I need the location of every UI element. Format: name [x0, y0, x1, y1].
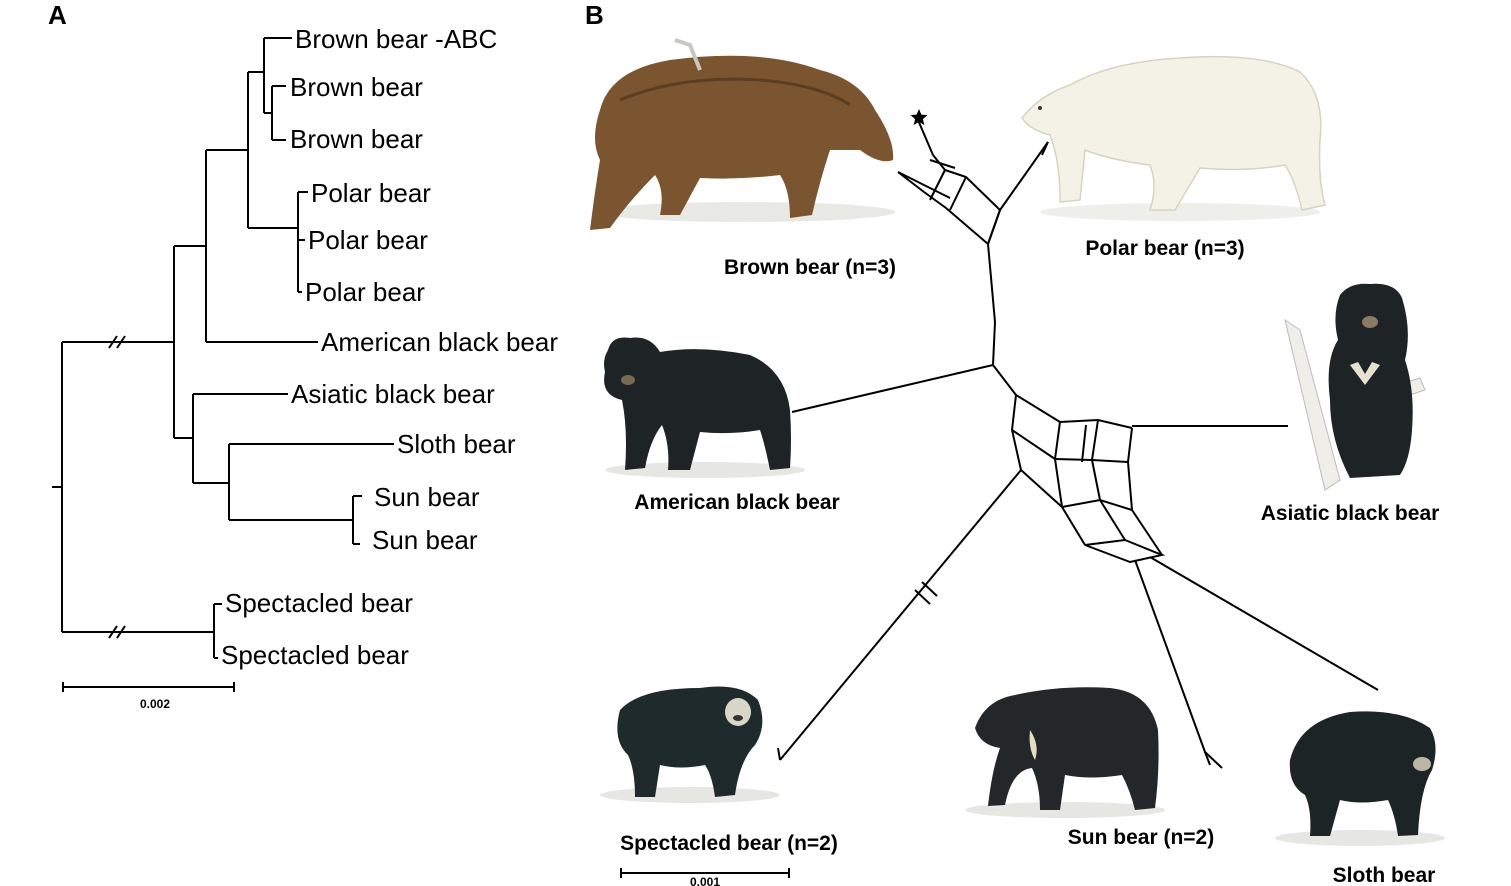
caption-spectacled-bear: Spectacled bear (n=2) — [620, 832, 838, 855]
network-captions: Brown bear (n=3) Polar bear (n=3) Americ… — [620, 237, 1439, 886]
leaf-brown-bear-abc: Brown bear -ABC — [295, 24, 497, 54]
leaf-brown-bear-1: Brown bear — [290, 72, 423, 102]
leaf-spectacled-bear-1: Spectacled bear — [225, 588, 413, 618]
panel-a-letter: A — [48, 0, 67, 30]
panel-b-letter: B — [585, 0, 604, 30]
caption-sloth-bear: Sloth bear — [1333, 864, 1436, 886]
scale-label-b: 0.001 — [690, 875, 720, 886]
caption-polar-bear: Polar bear (n=3) — [1085, 237, 1244, 260]
leaf-polar-bear-2: Polar bear — [308, 225, 428, 255]
scale-bar-a: 0.002 — [62, 682, 235, 711]
split-network — [777, 119, 1379, 769]
tree-leaf-labels: Brown bear -ABC Brown bear Brown bear Po… — [221, 24, 558, 670]
caption-asiatic-black-bear: Asiatic black bear — [1261, 502, 1440, 525]
polar-bear-illustration — [1021, 55, 1326, 221]
phylogenetic-tree — [52, 37, 394, 659]
leaf-sun-bear-1: Sun bear — [374, 482, 480, 512]
sloth-bear-illustration — [1275, 711, 1445, 846]
leaf-polar-bear-3: Polar bear — [305, 277, 425, 307]
leaf-sun-bear-2: Sun bear — [372, 525, 478, 555]
asiatic-black-bear-illustration — [1284, 283, 1426, 491]
leaf-brown-bear-2: Brown bear — [290, 124, 423, 154]
leaf-asiatic-black-bear: Asiatic black bear — [291, 379, 495, 409]
spectacled-bear-illustration — [600, 686, 780, 803]
star-marker-icon — [910, 109, 928, 125]
leaf-american-black-bear: American black bear — [321, 327, 558, 357]
leaf-polar-bear-1: Polar bear — [311, 178, 431, 208]
leaf-spectacled-bear-2: Spectacled bear — [221, 640, 409, 670]
caption-american-black-bear: American black bear — [634, 491, 839, 514]
scale-bar-b: 0.001 — [620, 868, 790, 886]
caption-brown-bear: Brown bear (n=3) — [724, 256, 896, 279]
sun-bear-illustration — [965, 687, 1165, 818]
brown-bear-illustration — [590, 38, 895, 230]
american-black-bear-illustration — [604, 337, 805, 478]
leaf-sloth-bear: Sloth bear — [397, 429, 516, 459]
scale-label-a: 0.002 — [140, 697, 170, 711]
caption-sun-bear: Sun bear (n=2) — [1068, 826, 1214, 849]
